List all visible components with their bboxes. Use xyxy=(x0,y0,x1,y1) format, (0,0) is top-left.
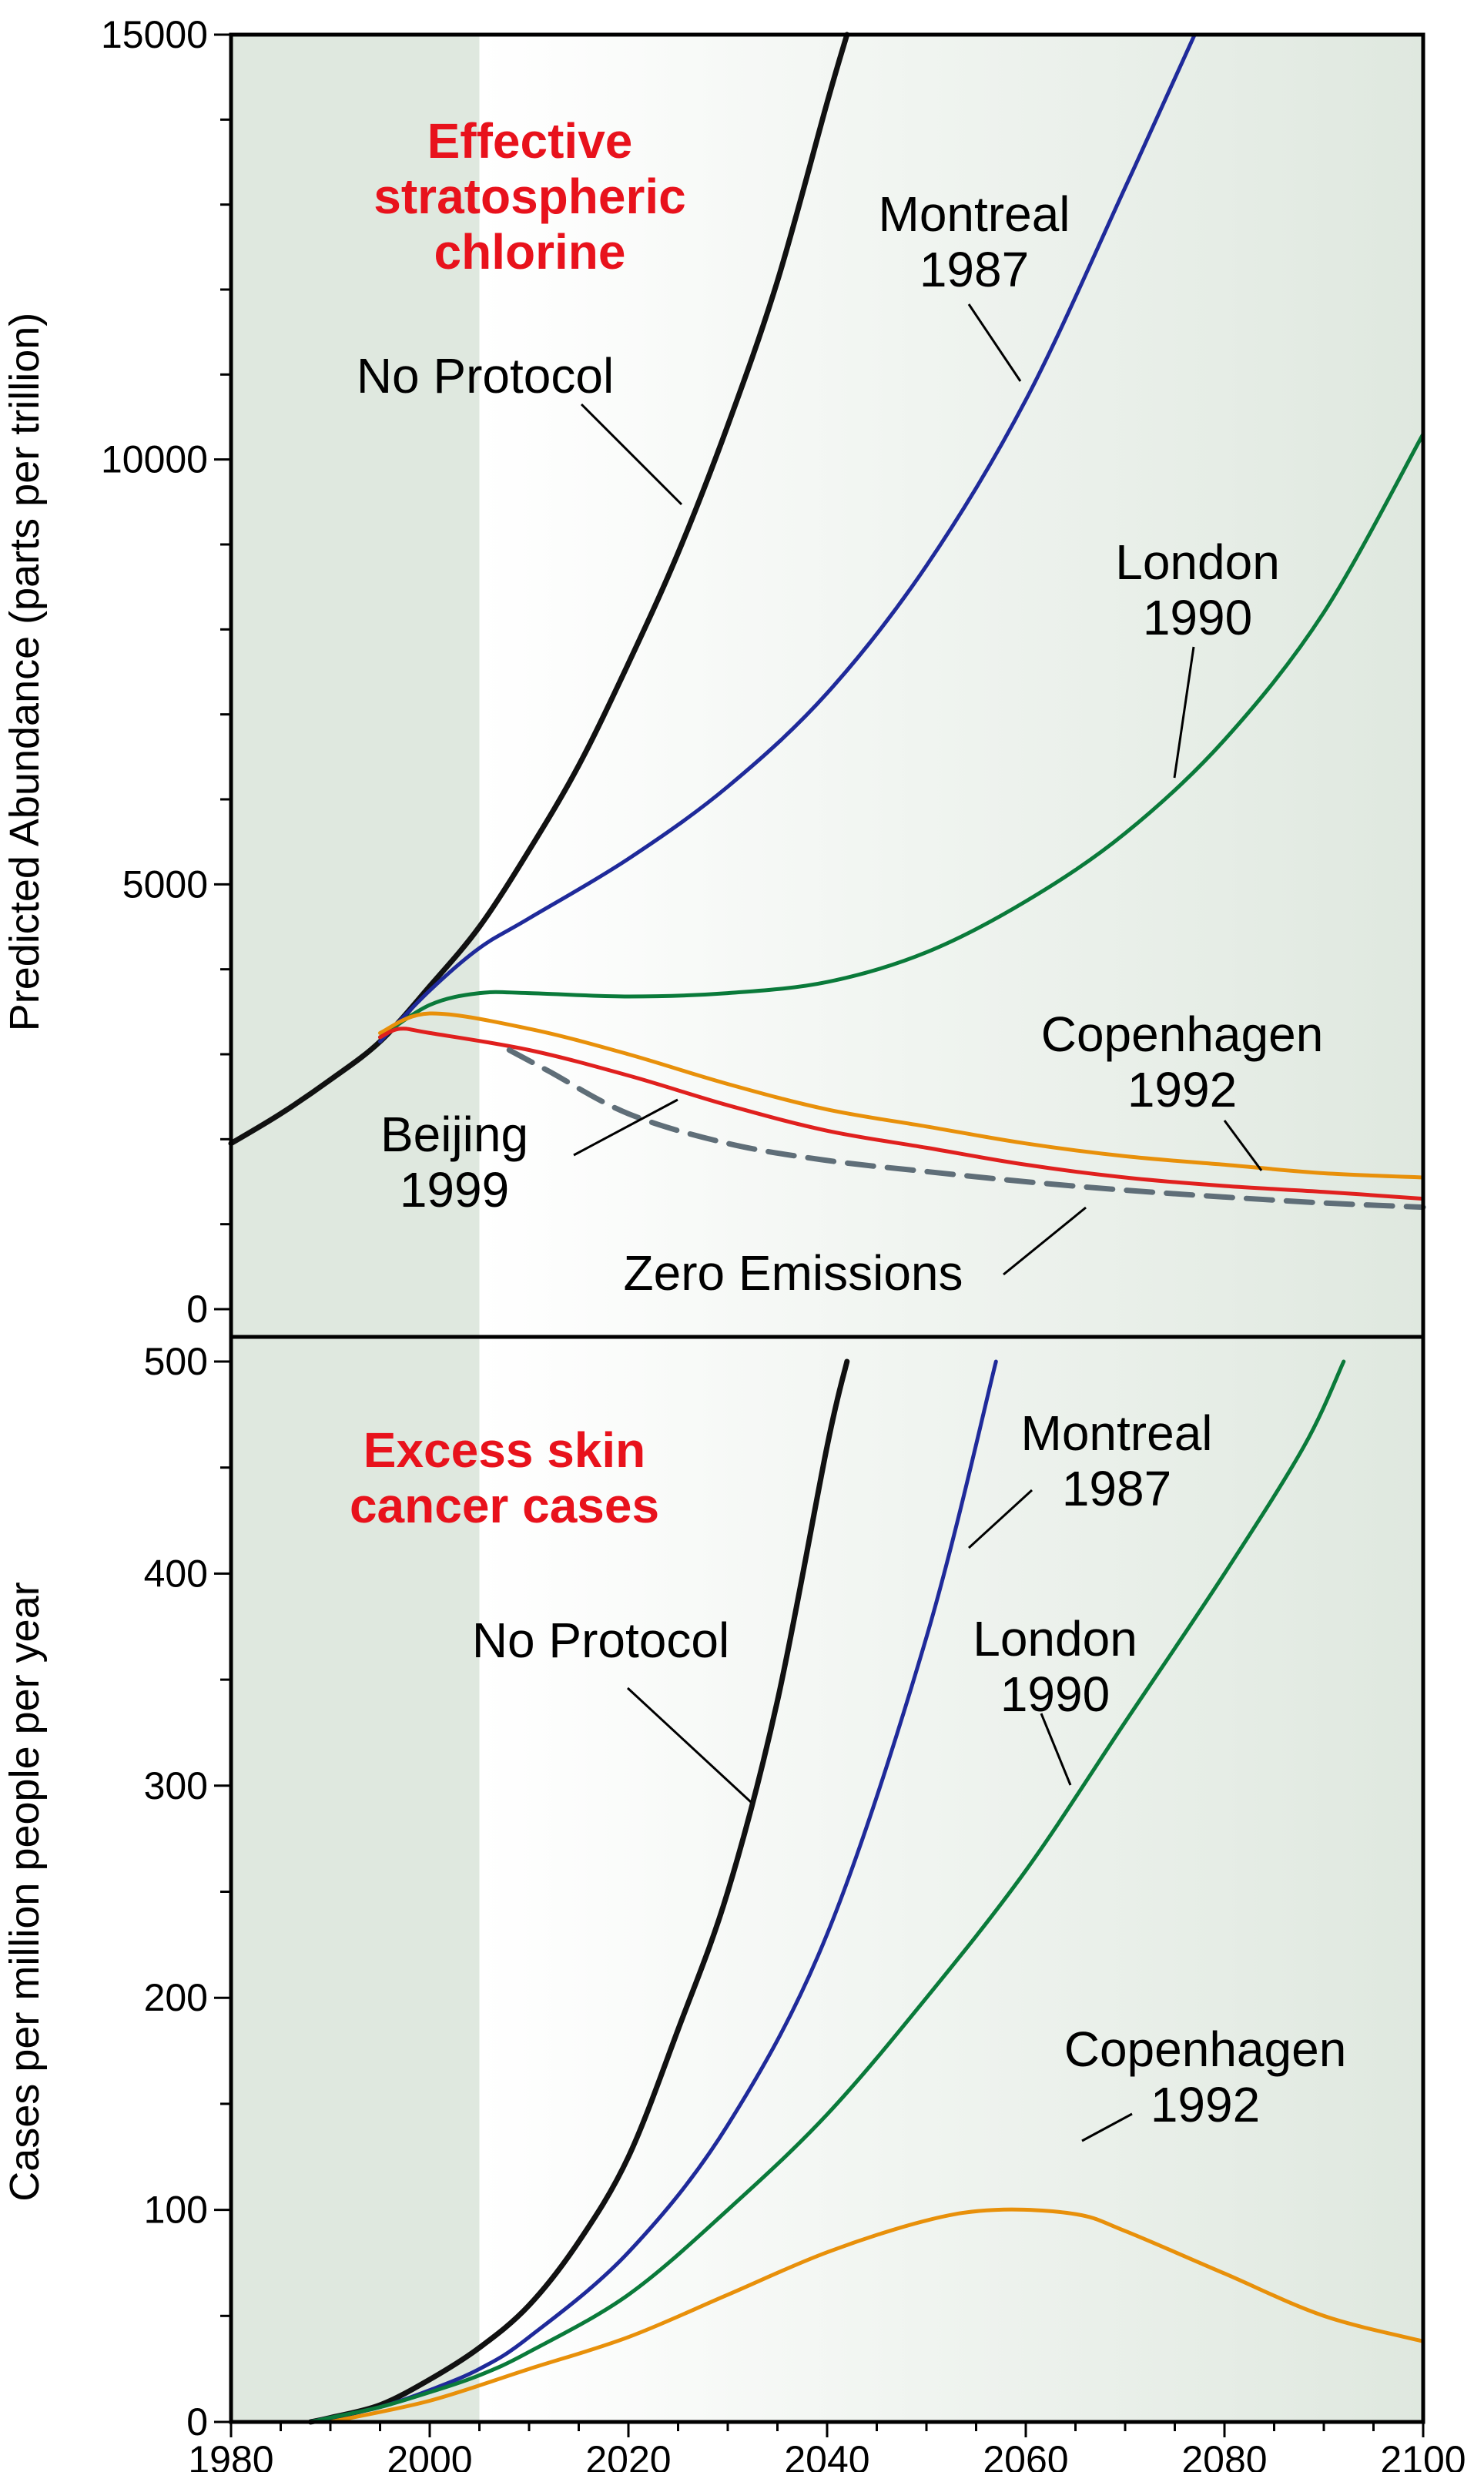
series-line-zero xyxy=(506,1047,1426,1211)
y-tick-label: 500 xyxy=(144,1340,208,1383)
annotation-leader-zero xyxy=(1003,1206,1087,1276)
annotation-copenhagen-line: Copenhagen xyxy=(1064,2021,1347,2077)
annotation-london: London 1990 xyxy=(973,1611,1137,1722)
annotation-no-protocol-line: No Protocol xyxy=(472,1613,729,1668)
annotation-london-line: London xyxy=(1115,534,1280,590)
y-axis-title: Predicted Abundance (parts per trillion) xyxy=(2,313,48,1032)
panel-1: 0 5000 10000 15000 Predicted Abundance (part… xyxy=(2,13,1426,1339)
y-tick-label: 5000 xyxy=(122,863,208,906)
annotation-no-protocol: No Protocol xyxy=(472,1613,729,1668)
annotation-beijing-line: 1999 xyxy=(400,1162,509,1218)
panel-title: Effective stratospheric chlorine xyxy=(374,113,685,280)
series-line-copenhagen xyxy=(328,2207,1425,2424)
panel-2: 0 100 200 300 400 500 Cases per million people… xyxy=(2,1335,1466,2472)
y-tick-label: 0 xyxy=(186,2400,208,2444)
y-tick-label: 0 xyxy=(186,1288,208,1331)
panel-title-line: Effective xyxy=(427,113,633,169)
series-line-beijing xyxy=(378,1027,1425,1201)
series-line-copenhagen xyxy=(378,1011,1425,1180)
annotation-no-protocol: No Protocol xyxy=(357,348,614,404)
annotation-montreal-line: Montreal xyxy=(879,186,1070,242)
panel-title-line: chlorine xyxy=(434,224,626,280)
annotation-leader-london xyxy=(1173,646,1195,779)
annotation-london-line: London xyxy=(973,1611,1137,1666)
x-tick-label: 2060 xyxy=(983,2438,1068,2472)
annotation-leader-copenhagen xyxy=(1223,1120,1263,1171)
y-tick-label: 400 xyxy=(144,1552,208,1595)
x-tick-label: 2100 xyxy=(1380,2438,1466,2472)
panel-title: Excess skin cancer cases xyxy=(350,1422,659,1533)
annotation-zero: Zero Emissions xyxy=(624,1245,963,1301)
annotation-copenhagen: Copenhagen 1992 xyxy=(1041,1007,1324,1117)
annotation-leader-london xyxy=(1040,1713,1072,1786)
series-line-london xyxy=(308,1359,1346,2424)
annotation-london: London 1990 xyxy=(1115,534,1280,645)
y-tick-label: 15000 xyxy=(101,13,208,56)
annotation-leader-montreal xyxy=(967,303,1022,382)
projection-shade xyxy=(479,35,1423,1337)
plot-frame xyxy=(229,1335,1425,2424)
annotation-montreal: Montreal 1987 xyxy=(879,186,1070,297)
annotation-no-protocol-line: No Protocol xyxy=(357,348,614,404)
annotation-london-line: 1990 xyxy=(1143,590,1252,645)
annotation-copenhagen-line: 1992 xyxy=(1127,1062,1237,1117)
panel-title-line: cancer cases xyxy=(350,1478,659,1533)
x-tick-label: 1980 xyxy=(188,2438,273,2472)
annotation-leader-beijing xyxy=(573,1098,678,1157)
annotation-montreal-line: Montreal xyxy=(1021,1405,1213,1461)
panel-title-line: stratospheric xyxy=(374,169,685,224)
historical-shade xyxy=(231,1337,480,2422)
annotation-copenhagen-line: Copenhagen xyxy=(1041,1007,1324,1062)
annotation-leader-copenhagen xyxy=(1081,2112,1133,2142)
annotation-leader-no-protocol xyxy=(626,1687,752,1804)
annotation-leader-montreal xyxy=(967,1489,1033,1549)
x-tick-label: 2000 xyxy=(387,2438,472,2472)
y-tick-label: 100 xyxy=(144,2189,208,2232)
series-line-london xyxy=(378,432,1425,1040)
annotation-london-line: 1990 xyxy=(1000,1666,1110,1722)
series-line-no-protocol xyxy=(307,1358,850,2425)
series-line-montreal xyxy=(378,32,1197,1043)
annotation-montreal-line: 1987 xyxy=(920,242,1029,297)
annotation-copenhagen: Copenhagen 1992 xyxy=(1064,2021,1347,2132)
annotation-zero-line: Zero Emissions xyxy=(624,1245,963,1301)
annotation-beijing-line: Beijing xyxy=(380,1107,528,1162)
x-tick-label: 2020 xyxy=(585,2438,671,2472)
y-tick-label: 300 xyxy=(144,1764,208,1807)
y-axis-title: Cases per million people per year xyxy=(2,1582,48,2201)
x-tick-label: 2040 xyxy=(784,2438,869,2472)
annotation-leader-no-protocol xyxy=(580,403,683,506)
panel-title-line: Excess skin xyxy=(363,1422,646,1478)
x-tick-label: 2080 xyxy=(1181,2438,1267,2472)
annotation-montreal-line: 1987 xyxy=(1062,1461,1171,1516)
annotation-montreal: Montreal 1987 xyxy=(1021,1405,1213,1516)
y-tick-label: 200 xyxy=(144,1976,208,2019)
annotation-copenhagen-line: 1992 xyxy=(1151,2077,1260,2132)
annotation-beijing: Beijing 1999 xyxy=(380,1107,528,1218)
series-line-no-protocol xyxy=(228,32,850,1147)
y-tick-label: 10000 xyxy=(101,438,208,481)
